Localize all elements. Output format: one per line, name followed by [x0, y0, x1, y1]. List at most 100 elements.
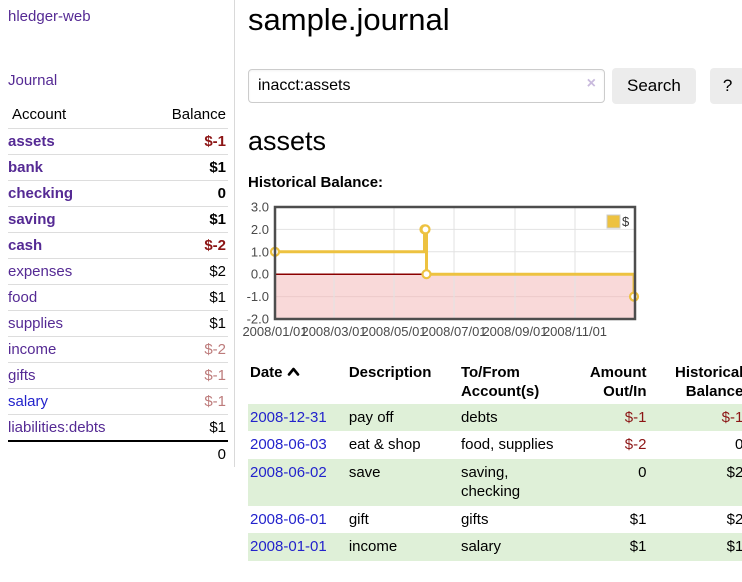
register-row: 2008-06-02 save saving, checking 0 $2 [248, 458, 742, 506]
account-row: expenses $2 [8, 258, 228, 285]
help-button[interactable]: ? [709, 67, 742, 104]
account-link-food[interactable]: food [8, 289, 38, 306]
sidebar-item-journal[interactable]: Journal [8, 72, 58, 89]
transaction-description: pay off [348, 408, 394, 426]
register-header-accounts: To/From Account(s) [460, 363, 540, 401]
transaction-date-link[interactable]: 2008-01-01 [250, 538, 327, 556]
account-link-liabilities-debts[interactable]: liabilities:debts [8, 419, 106, 436]
account-page-title: assets [248, 125, 327, 156]
svg-text:2008/05/01: 2008/05/01 [361, 324, 426, 339]
transaction-accounts: gifts [460, 510, 489, 528]
register-header-date[interactable]: Date [248, 361, 347, 404]
transaction-amount: $1 [629, 538, 647, 556]
svg-text:3.0: 3.0 [251, 201, 269, 215]
register-row: 2008-01-01 income salary $1 $1 [248, 533, 742, 561]
account-link-bank[interactable]: bank [8, 159, 44, 176]
account-row: salary $-1 [8, 388, 228, 415]
sort-ascending-icon [287, 363, 300, 383]
register-row: 2008-12-31 pay off debts $-1 $-1 [248, 403, 742, 432]
account-link-checking[interactable]: checking [8, 185, 74, 202]
register-row: 2008-06-03 eat & shop food, supplies $-2… [248, 431, 742, 459]
register-row: 2008-06-01 gift gifts $1 $2 [248, 506, 742, 534]
svg-text:-1.0: -1.0 [247, 289, 269, 304]
transaction-balance: $2 [726, 510, 742, 528]
transaction-accounts: food, supplies [460, 436, 554, 454]
account-link-salary[interactable]: salary [8, 393, 49, 410]
account-row: bank $1 [8, 154, 228, 181]
svg-text:1.0: 1.0 [251, 244, 269, 259]
account-link-cash[interactable]: cash [8, 237, 43, 254]
transaction-accounts: saving, checking [460, 463, 521, 501]
account-balance: 0 [217, 185, 226, 202]
clear-search-icon[interactable]: × [586, 74, 596, 92]
svg-text:2.0: 2.0 [251, 222, 269, 237]
transaction-balance: $-1 [721, 408, 742, 426]
account-row: assets $-1 [8, 128, 228, 155]
search-bar: × Search ? [248, 67, 742, 104]
account-link-expenses[interactable]: expenses [8, 263, 73, 280]
search-input[interactable] [248, 68, 605, 103]
account-balance: $1 [209, 159, 226, 176]
account-link-gifts[interactable]: gifts [8, 367, 36, 384]
account-balance: $-2 [204, 341, 226, 358]
account-row: cash $-2 [8, 232, 228, 259]
transaction-balance: $2 [726, 463, 742, 481]
account-link-income[interactable]: income [8, 341, 57, 358]
svg-text:0.0: 0.0 [251, 266, 269, 281]
account-row: gifts $-1 [8, 362, 228, 389]
account-balance: $1 [209, 315, 226, 332]
svg-text:2008/01/01: 2008/01/01 [242, 324, 307, 339]
account-balance: $1 [209, 211, 226, 228]
transaction-accounts: debts [460, 408, 498, 426]
search-button[interactable]: Search [612, 67, 696, 104]
transaction-description: gift [348, 510, 369, 528]
account-row: saving $1 [8, 206, 228, 233]
accounts-header-balance: Balance [171, 106, 226, 123]
svg-text:2008/03/01: 2008/03/01 [301, 324, 366, 339]
main-content: sample.journal × Search ? assets Histori… [235, 0, 742, 561]
account-link-saving[interactable]: saving [8, 211, 56, 228]
account-link-supplies[interactable]: supplies [8, 315, 64, 332]
transaction-date-link[interactable]: 2008-06-03 [250, 436, 327, 454]
register-header-row: Date Description To/From Account(s) Amou… [248, 361, 742, 404]
svg-text:-2.0: -2.0 [247, 311, 269, 326]
account-link-assets[interactable]: assets [8, 133, 55, 150]
transaction-accounts: salary [460, 538, 501, 556]
sidebar: hledger-web Journal Account Balance asse… [0, 0, 235, 467]
app-brand-link[interactable]: hledger-web [8, 8, 91, 25]
account-balance: $1 [209, 289, 226, 306]
register-header-balance: Historical Balance [674, 363, 742, 401]
svg-text:2008/09/01: 2008/09/01 [482, 324, 547, 339]
account-balance: $-1 [204, 393, 226, 410]
account-balance: $-2 [204, 237, 226, 254]
accounts-header-row: Account Balance [8, 102, 228, 129]
accounts-total-row: 0 [8, 441, 228, 467]
transaction-date-link[interactable]: 2008-06-01 [250, 510, 327, 528]
transaction-description: save [348, 463, 381, 481]
app-layout: hledger-web Journal Account Balance asse… [0, 0, 742, 561]
register-header-date-label: Date [250, 363, 283, 381]
transaction-amount: $-2 [624, 436, 647, 454]
account-row: checking 0 [8, 180, 228, 207]
historical-balance-chart: $3.0 2.0 1.0 0.0 -1.0 -2.02008/01/012008/03/0… [242, 201, 640, 339]
register-header-amount: Amount Out/In [589, 363, 647, 401]
account-balance: $1 [209, 419, 226, 436]
transaction-amount: $1 [629, 510, 647, 528]
register-table: Date Description To/From Account(s) Amou… [248, 361, 742, 561]
accounts-table: Account Balance assets $-1 bank $1 check… [8, 102, 228, 467]
transaction-balance: $1 [726, 538, 742, 556]
transaction-amount: 0 [638, 463, 647, 481]
transaction-date-link[interactable]: 2008-12-31 [250, 408, 327, 426]
account-row: income $-2 [8, 336, 228, 363]
account-balance: $-1 [204, 133, 226, 150]
transaction-description: income [348, 538, 398, 556]
account-row: liabilities:debts $1 [8, 414, 228, 442]
account-balance: $2 [209, 263, 226, 280]
svg-text:2008/07/01: 2008/07/01 [421, 324, 486, 339]
accounts-header-account: Account [12, 106, 67, 123]
transaction-balance: 0 [735, 436, 742, 454]
chart-title: Historical Balance: [248, 173, 384, 191]
account-balance: $-1 [204, 367, 226, 384]
transaction-date-link[interactable]: 2008-06-02 [250, 463, 327, 481]
page-title: sample.journal [248, 2, 450, 37]
